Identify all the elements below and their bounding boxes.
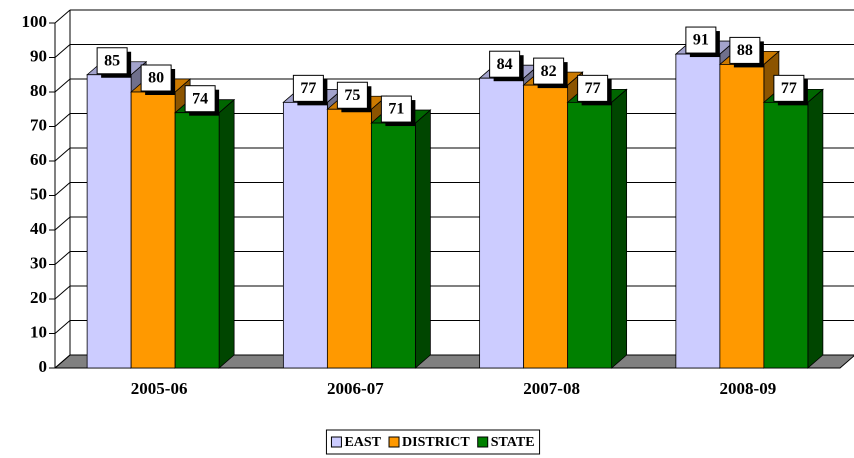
value-label-box (577, 74, 609, 102)
bar (675, 53, 721, 369)
value-label-box (292, 74, 324, 102)
y-tick-label: 90 (30, 46, 47, 65)
value-label-box (685, 26, 717, 54)
legend-swatch (477, 436, 489, 448)
value-label-box (140, 64, 172, 92)
bar (130, 91, 176, 369)
bar-side (611, 88, 628, 369)
value-label-box (184, 85, 216, 113)
value-label: 77 (781, 80, 797, 97)
value-label: 74 (192, 90, 208, 107)
bar (523, 84, 569, 369)
tick-edge (54, 251, 71, 265)
y-tick-label: 70 (30, 115, 47, 134)
tick-edge (54, 78, 71, 93)
value-label-box (533, 57, 565, 85)
tick-edge (54, 182, 71, 196)
y-tick-label: 100 (22, 12, 48, 31)
bar (370, 122, 416, 369)
x-tick-label: 2005-06 (131, 379, 188, 398)
value-label: 91 (693, 32, 709, 49)
bar-side (807, 88, 824, 369)
value-label: 71 (388, 101, 404, 118)
bar (479, 77, 525, 369)
tick-edge (54, 285, 71, 300)
y-tick-label: 20 (30, 288, 47, 307)
value-label: 75 (344, 87, 360, 104)
x-tick-label: 2007-08 (523, 379, 580, 398)
tick-edge (54, 9, 71, 24)
bar (282, 101, 328, 369)
value-label: 88 (737, 42, 753, 59)
legend-label: STATE (491, 435, 535, 450)
bar (86, 74, 132, 369)
y-tick-label: 30 (30, 253, 47, 272)
tick-edge (54, 320, 71, 334)
y-tick-label: 10 (30, 322, 47, 341)
tick-edge (54, 354, 71, 369)
value-label: 84 (497, 56, 513, 73)
value-label: 80 (148, 70, 164, 87)
tick-edge (54, 147, 71, 162)
value-label-box (380, 95, 412, 123)
bar-side (218, 98, 235, 369)
value-label: 77 (585, 80, 601, 97)
bar (567, 101, 613, 369)
y-tick-label: 80 (30, 81, 47, 100)
value-label-box (489, 50, 521, 78)
tick-edge (54, 44, 71, 58)
bar-side (414, 109, 431, 369)
value-label: 77 (300, 80, 316, 97)
y-tick-label: 60 (30, 150, 47, 169)
value-label-box (729, 36, 761, 64)
bar (763, 101, 809, 369)
x-tick-label: 2008-09 (720, 379, 777, 398)
value-label: 82 (541, 63, 557, 80)
bar (326, 108, 372, 369)
value-label: 85 (104, 52, 120, 69)
legend-swatch (388, 436, 400, 448)
y-tick-label: 50 (30, 184, 47, 203)
x-tick-label: 2006-07 (327, 379, 384, 398)
value-label-box (96, 47, 128, 75)
value-label-box (773, 74, 805, 102)
tick-edge (54, 113, 71, 127)
y-tick-label: 0 (39, 357, 48, 376)
bar (174, 112, 220, 369)
legend-label: EAST (344, 435, 381, 450)
legend-box (325, 429, 541, 455)
legend-label: DISTRICT (402, 435, 470, 450)
bar (719, 64, 765, 369)
legend: EAST DISTRICT STATE (325, 429, 541, 455)
value-label-box (336, 81, 368, 109)
tick-edge (54, 216, 71, 231)
legend-swatch (330, 436, 342, 448)
y-tick-label: 40 (30, 219, 47, 238)
